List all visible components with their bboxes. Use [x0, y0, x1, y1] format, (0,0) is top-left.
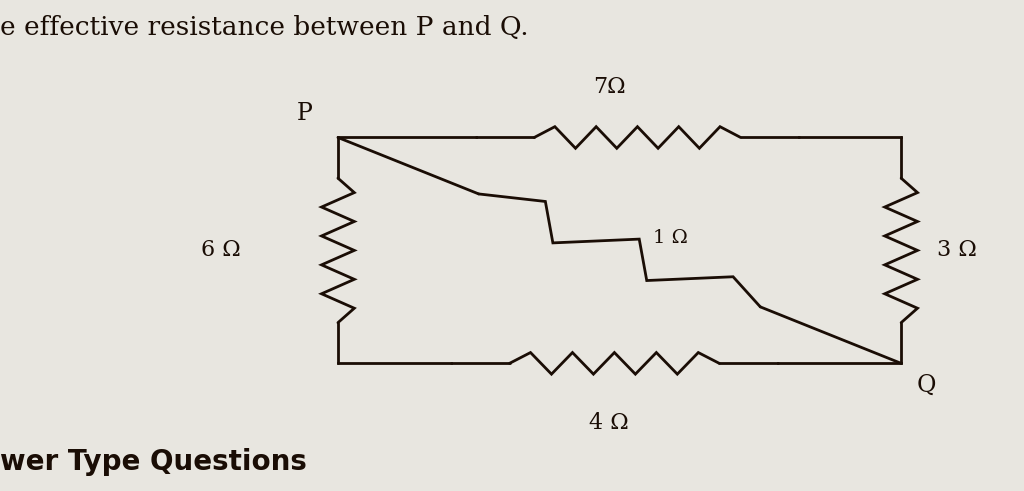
Text: 3 Ω: 3 Ω [937, 240, 977, 261]
Text: 7Ω: 7Ω [593, 76, 626, 98]
Text: P: P [296, 102, 312, 125]
Text: 1 Ω: 1 Ω [653, 229, 688, 247]
Text: 4 Ω: 4 Ω [590, 412, 629, 435]
Text: e effective resistance between P and Q.: e effective resistance between P and Q. [0, 15, 528, 40]
Text: wer Type Questions: wer Type Questions [0, 448, 307, 476]
Text: 6 Ω: 6 Ω [201, 240, 241, 261]
Text: Q: Q [916, 374, 936, 397]
